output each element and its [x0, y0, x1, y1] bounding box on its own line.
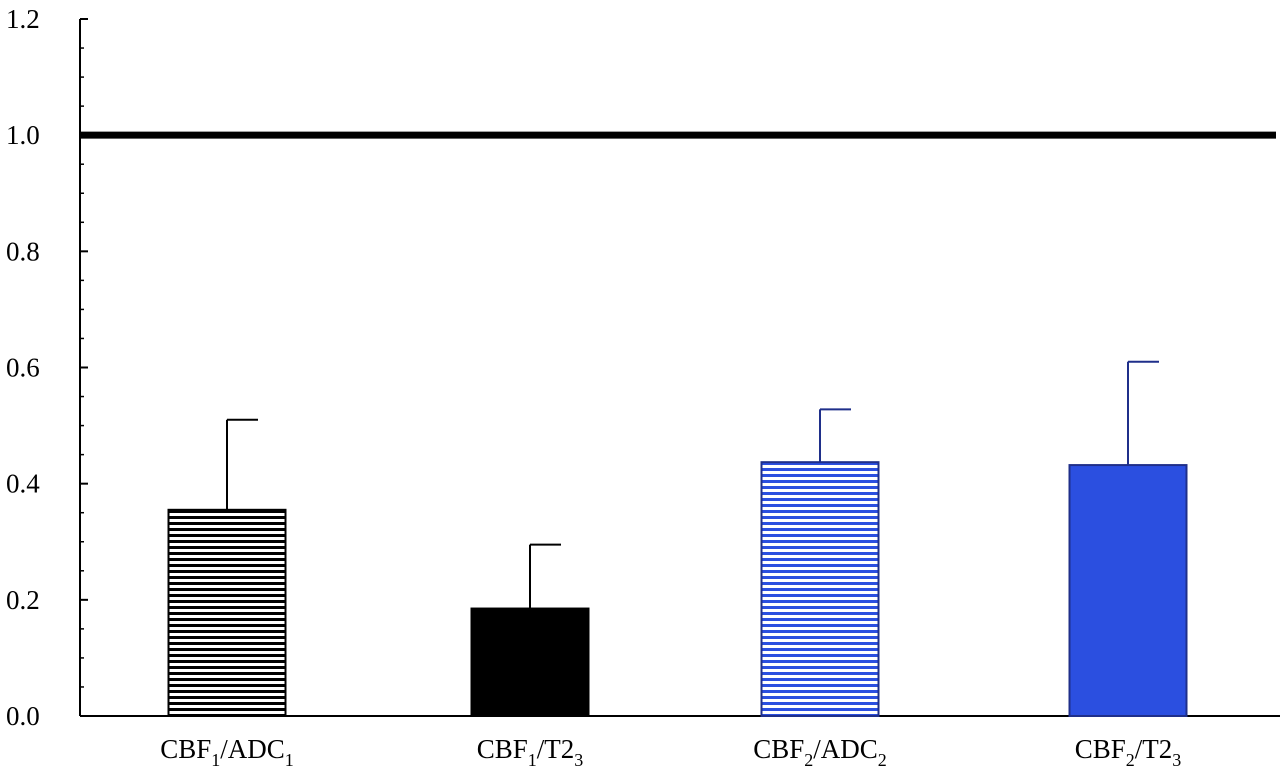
y-tick-label: 0.2: [6, 585, 40, 615]
y-tick-label: 0.0: [6, 701, 40, 731]
y-tick-label: 1.2: [6, 4, 40, 34]
x-category-label: CBF2/T23: [1075, 734, 1182, 770]
bars: [167, 461, 1188, 718]
error-bars: [226, 360, 1159, 609]
x-category-label: CBF1/T23: [477, 734, 584, 770]
y-tick-label: 0.8: [6, 236, 40, 266]
y-tick-label: 0.6: [6, 353, 40, 383]
bar: [760, 461, 880, 718]
bar: [470, 607, 590, 718]
y-ticks: 0.0 0.2 0.4 0.6 0.8 1.0 1.2: [6, 4, 88, 731]
x-category-label: CBF1/ADC1: [160, 734, 294, 770]
category-labels: CBF1/ADC1 CBF1/T23 CBF2/ADC2 CBF2/T23: [160, 734, 1181, 770]
x-category-label: CBF2/ADC2: [753, 734, 887, 770]
bar: [1068, 464, 1188, 717]
y-tick-label: 0.4: [6, 469, 40, 499]
bar: [167, 508, 287, 717]
y-tick-label: 1.0: [6, 120, 40, 150]
